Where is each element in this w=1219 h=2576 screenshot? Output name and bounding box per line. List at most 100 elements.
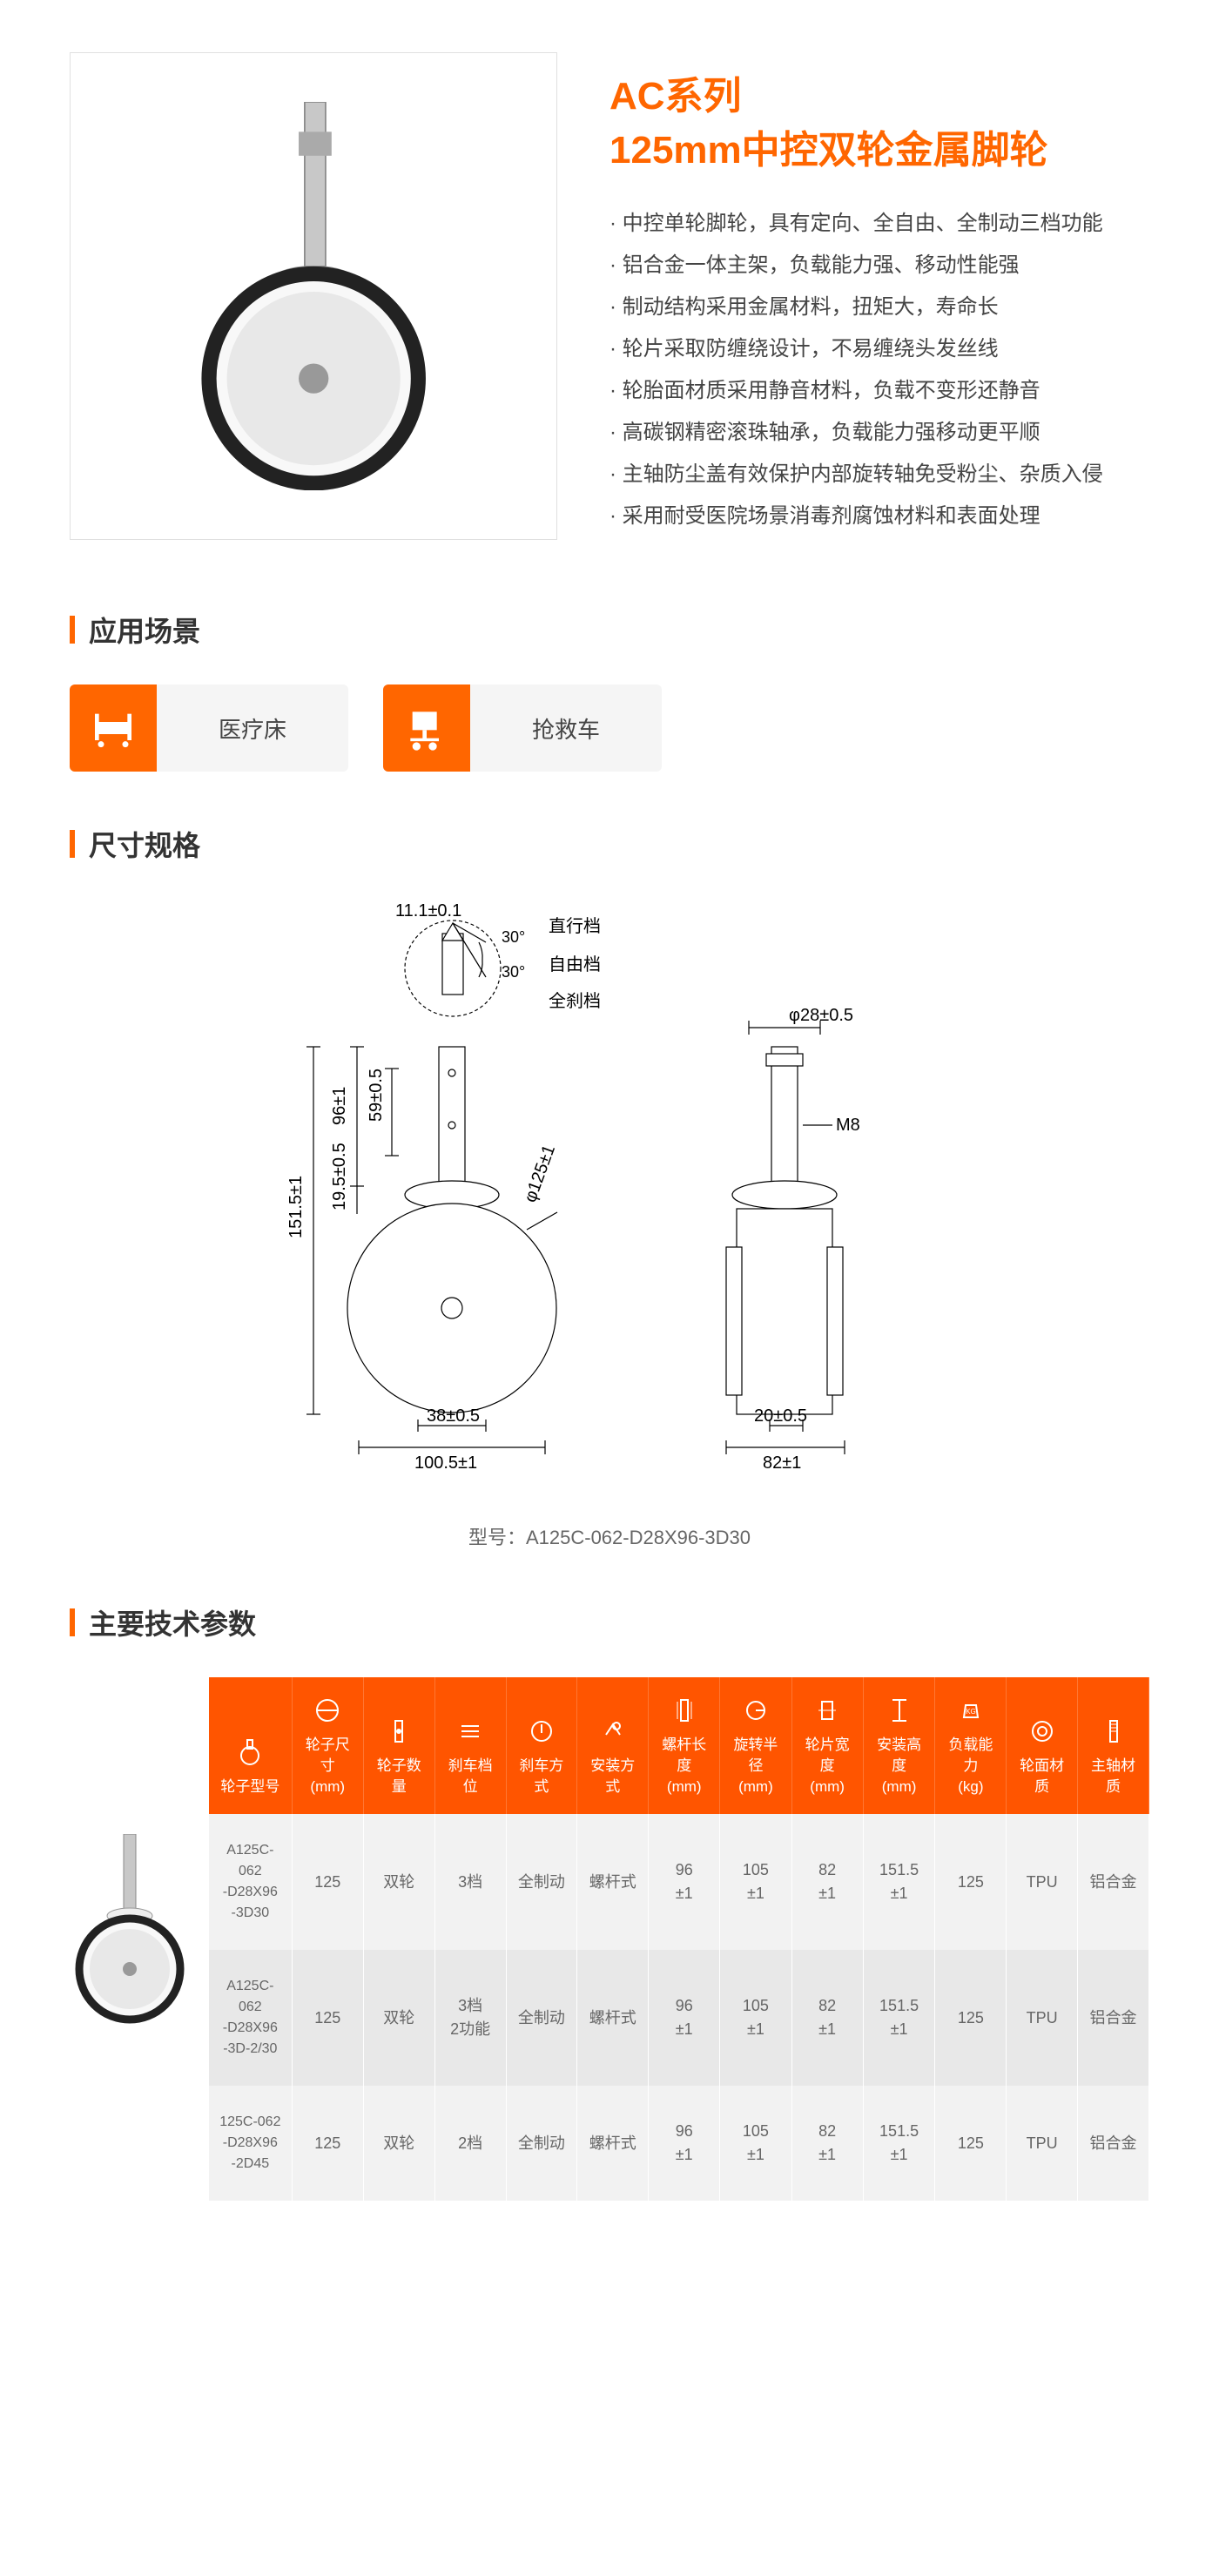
load-icon: KG [955,1695,987,1726]
table-cell: TPU [1007,1950,1078,2086]
col-tread: 轮面材质 [1007,1677,1078,1814]
height-icon [884,1695,915,1726]
section-spec-heading: 主要技术参数 [70,1602,1149,1642]
feature-item: 高碳钢精密滚珠轴承，负载能力强移动更平顺 [610,412,1149,454]
table-cell: 151.5±1 [863,1950,935,2086]
svg-text:20±0.5: 20±0.5 [754,1406,807,1426]
table-cell: 125 [935,1814,1007,1950]
table-cell: 125 [292,1814,363,1950]
table-cell: A125C-062-D28X96-3D-2/30 [209,1950,292,2086]
feature-item: 轮片采取防缠绕设计，不易缠绕头发丝线 [610,328,1149,370]
svg-text:KG: KG [966,1708,976,1716]
table-cell: 105±1 [720,1814,791,1950]
scene-card: 医疗床 [70,684,348,772]
col-qty: 轮子数量 [363,1677,434,1814]
product-image [70,52,557,540]
title-line-2: 125mm中控双轮金属脚轮 [610,129,1048,172]
table-row: A125C-062-D28X96-3D30125双轮3档全制动螺杆式96±110… [209,1814,1149,1950]
table-cell: 125 [292,2086,363,2201]
col-shaft: 主轴材质 [1078,1677,1149,1814]
scene-label: 医疗床 [157,712,348,745]
cart-icon [383,684,470,772]
table-cell: 螺杆式 [577,1814,649,1950]
qty-icon [383,1716,414,1747]
table-cell: 螺杆式 [577,1950,649,2086]
col-size: 轮子尺寸(mm) [292,1677,363,1814]
feature-item: 中控单轮脚轮，具有定向、全自由、全制动三档功能 [610,203,1149,245]
table-cell: 螺杆式 [577,2086,649,2201]
section-dim-heading: 尺寸规格 [70,824,1149,864]
feature-item: 采用耐受医院场景消毒剂腐蚀材料和表面处理 [610,496,1149,537]
svg-text:100.5±1: 100.5±1 [414,1453,477,1473]
col-width: 轮片宽度(mm) [791,1677,863,1814]
table-cell: TPU [1007,1814,1078,1950]
table-cell: 151.5±1 [863,2086,935,2201]
table-cell: 105±1 [720,2086,791,2201]
width-icon [812,1695,843,1726]
feature-item: 制动结构采用金属材料，扭矩大，寿命长 [610,287,1149,328]
table-cell: 96±1 [649,1950,720,2086]
table-row: 125C-062-D28X96-2D45125双轮2档全制动螺杆式96±1105… [209,2086,1149,2201]
table-cell: 82±1 [791,1950,863,2086]
col-wheel: 轮子型号 [209,1677,292,1814]
feature-item: 铝合金一体主架，负载能力强、移动性能强 [610,245,1149,287]
table-cell: 125 [935,2086,1007,2201]
col-mount: 安装方式 [577,1677,649,1814]
table-cell: 125 [292,1950,363,2086]
table-cell: 铝合金 [1078,1814,1149,1950]
svg-text:38±0.5: 38±0.5 [427,1406,480,1426]
scene-label: 抢救车 [470,712,662,745]
svg-text:30°: 30° [502,928,525,946]
table-cell: 3档 [434,1814,506,1950]
spec-table: 轮子型号轮子尺寸(mm)轮子数量刹车档位刹车方式安装方式螺杆长度(mm)旋转半径… [209,1677,1149,2201]
table-cell: 2档 [434,2086,506,2201]
bed-icon [70,684,157,772]
svg-text:φ125±1: φ125±1 [521,1143,559,1205]
table-cell: 全制动 [506,1814,577,1950]
brake-icon [526,1716,557,1747]
col-stem: 螺杆长度(mm) [649,1677,720,1814]
feature-item: 主轴防尘盖有效保护内部旋转轴免受粉尘、杂质入侵 [610,454,1149,496]
table-cell: 82±1 [791,1814,863,1950]
size-icon [312,1695,343,1726]
table-cell: 96±1 [649,1814,720,1950]
table-cell: 铝合金 [1078,2086,1149,2201]
svg-text:11.1±0.1: 11.1±0.1 [395,901,461,920]
mount-icon [597,1716,629,1747]
svg-text:φ28±0.5: φ28±0.5 [789,1006,853,1025]
wheel-icon [234,1736,266,1768]
table-cell: 3档2功能 [434,1950,506,2086]
tread-icon [1027,1716,1058,1747]
stem-icon [669,1695,700,1726]
scene-card: 抢救车 [383,684,662,772]
model-label: 型号：A125C-062-D28X96-3D30 [70,1522,1149,1550]
table-cell: 全制动 [506,2086,577,2201]
table-cell: 125 [935,1950,1007,2086]
svg-text:自由档: 自由档 [549,954,601,974]
col-radius: 旋转半径(mm) [720,1677,791,1814]
product-title: AC系列 125mm中控双轮金属脚轮 [610,70,1149,177]
col-height: 安装高度(mm) [863,1677,935,1814]
svg-text:直行档: 直行档 [549,916,601,936]
svg-text:96±1: 96±1 [330,1087,349,1125]
table-cell: 双轮 [363,2086,434,2201]
title-line-1: AC系列 [610,75,742,118]
scenes-row: 医疗床 抢救车 [70,684,1149,772]
table-cell: A125C-062-D28X96-3D30 [209,1814,292,1950]
table-cell: 全制动 [506,1950,577,2086]
table-cell: 双轮 [363,1814,434,1950]
table-cell: 96±1 [649,2086,720,2201]
svg-text:59±0.5: 59±0.5 [367,1069,386,1122]
svg-text:19.5±0.5: 19.5±0.5 [330,1143,349,1210]
table-cell: 105±1 [720,1950,791,2086]
table-side-image [70,1677,192,2031]
col-gear: 刹车档位 [434,1677,506,1814]
svg-text:M8: M8 [836,1116,860,1135]
svg-text:30°: 30° [502,963,525,981]
table-row: A125C-062-D28X96-3D-2/30125双轮3档2功能全制动螺杆式… [209,1950,1149,2086]
table-cell: 82±1 [791,2086,863,2201]
table-cell: 双轮 [363,1950,434,2086]
table-cell: 151.5±1 [863,1814,935,1950]
radius-icon [740,1695,771,1726]
shaft-icon [1098,1716,1129,1747]
